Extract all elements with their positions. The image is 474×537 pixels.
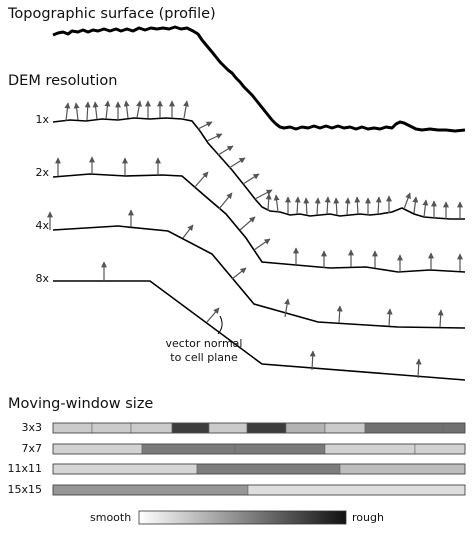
normal-vector-1x-7 — [123, 100, 130, 119]
dem-profiles — [52, 117, 466, 381]
window-label-11x11: 11x11 — [7, 462, 42, 475]
normal-vector-1x-25 — [324, 196, 331, 215]
normal-vector-1x-14 — [206, 133, 223, 142]
normal-vector-2x-5 — [193, 171, 209, 189]
normal-vector-4x-6 — [336, 305, 343, 324]
normal-vectors — [47, 100, 463, 379]
normal-vector-2x-7 — [239, 216, 256, 231]
resolution-label-1x: 1x — [35, 113, 49, 126]
window-cell-3x3-8 — [324, 422, 366, 434]
normal-vector-1x-5 — [104, 100, 111, 120]
normal-vector-1x-3 — [84, 101, 91, 121]
normal-vector-1x-16 — [228, 157, 246, 169]
profile-4x — [52, 225, 466, 329]
window-bar-11x11 — [52, 463, 466, 475]
normal-vector-1x-8 — [136, 100, 143, 119]
window-label-15x15: 15x15 — [7, 483, 42, 496]
normal-vector-1x-34 — [422, 199, 429, 218]
window-cell-11x11-3 — [339, 463, 466, 475]
window-cell-3x3-4 — [171, 422, 210, 434]
window-cell-7x7-2 — [141, 443, 236, 455]
normal-vector-1x-30 — [375, 196, 382, 215]
normal-vector-1x-32 — [403, 192, 411, 210]
moving-window-title: Moving-window size — [8, 396, 154, 412]
normal-vector-1x-19 — [265, 193, 272, 212]
normal-vector-4x-7 — [386, 308, 393, 327]
window-cell-7x7-1 — [52, 443, 143, 455]
window-bar-outline-15x15 — [52, 484, 466, 496]
window-cell-11x11-1 — [52, 463, 198, 475]
normal-vector-8x-3 — [309, 350, 316, 371]
window-cell-3x3-9 — [364, 422, 444, 434]
profile-8x — [53, 280, 466, 381]
normal-vector-1x-2 — [73, 102, 80, 121]
normal-vector-1x-23 — [303, 197, 310, 216]
window-cell-3x3-6 — [246, 422, 287, 434]
roughness-scale-bar — [138, 510, 347, 525]
profile-1x — [52, 117, 465, 220]
normal-vector-4x-4 — [231, 267, 247, 280]
normal-vector-1x-27 — [344, 197, 351, 216]
window-cell-3x3-5 — [208, 422, 248, 434]
profile-2x — [52, 173, 466, 273]
window-cell-3x3-3 — [130, 422, 173, 434]
resolution-label-4x: 4x — [35, 219, 49, 232]
window-cell-15x15-1 — [52, 484, 249, 496]
normal-vector-1x-15 — [217, 145, 234, 156]
scale-label-smooth: smooth — [90, 511, 132, 524]
normal-vector-1x-24 — [314, 197, 321, 216]
window-bar-outline-3x3 — [52, 422, 466, 434]
normal-vector-1x-1 — [64, 102, 71, 122]
normal-vector-4x-3 — [182, 224, 194, 239]
window-cell-7x7-3 — [234, 443, 326, 455]
topographic-profile — [52, 25, 466, 133]
normal-vector-1x-22 — [294, 196, 301, 215]
scale-label-rough: rough — [352, 511, 384, 524]
window-bar-15x15 — [52, 484, 466, 496]
normal-vector-2x-6 — [218, 192, 233, 210]
surface-title: Topographic surface (profile) — [8, 6, 216, 22]
window-cell-7x7-4 — [324, 443, 416, 455]
window-bar-7x7 — [52, 443, 466, 455]
normal-vector-1x-13 — [197, 121, 213, 130]
normal-vector-1x-28 — [354, 196, 361, 215]
normal-vector-8x-2 — [206, 307, 220, 323]
window-cell-11x11-2 — [196, 463, 341, 475]
normal-vector-1x-12 — [183, 100, 190, 119]
normal-vector-1x-4 — [92, 101, 99, 120]
window-cell-15x15-2 — [247, 484, 466, 496]
dem-resolution-title: DEM resolution — [8, 73, 118, 89]
window-cell-3x3-2 — [91, 422, 132, 434]
window-label-7x7: 7x7 — [21, 442, 42, 455]
window-bar-outline-11x11 — [52, 463, 466, 475]
normal-vector-4x-8 — [437, 309, 444, 328]
window-bar-outline-7x7 — [52, 443, 466, 455]
annotation-text-line2: to cell plane — [170, 351, 238, 364]
window-label-3x3: 3x3 — [21, 421, 42, 434]
annotation-text-line1: vector normal — [165, 337, 243, 350]
normal-vector-4x-5 — [284, 298, 291, 318]
window-bar-3x3 — [52, 422, 466, 434]
normal-vector-2x-8 — [253, 238, 271, 251]
window-bars — [52, 422, 466, 496]
normal-vector-1x-26 — [333, 197, 340, 216]
normal-vector-8x-4 — [415, 358, 422, 379]
normal-vector-1x-18 — [254, 189, 273, 200]
normal-vector-1x-20 — [273, 194, 280, 213]
annotation-leader-line — [217, 315, 223, 335]
window-cell-7x7-5 — [414, 443, 466, 455]
normal-vector-1x-33 — [412, 196, 419, 214]
normal-vector-1x-17 — [242, 173, 260, 185]
window-cell-3x3-10 — [442, 422, 466, 434]
window-cell-3x3-7 — [285, 422, 326, 434]
resolution-label-2x: 2x — [35, 166, 49, 179]
window-cell-3x3-1 — [52, 422, 93, 434]
resolution-label-8x: 8x — [35, 272, 49, 285]
